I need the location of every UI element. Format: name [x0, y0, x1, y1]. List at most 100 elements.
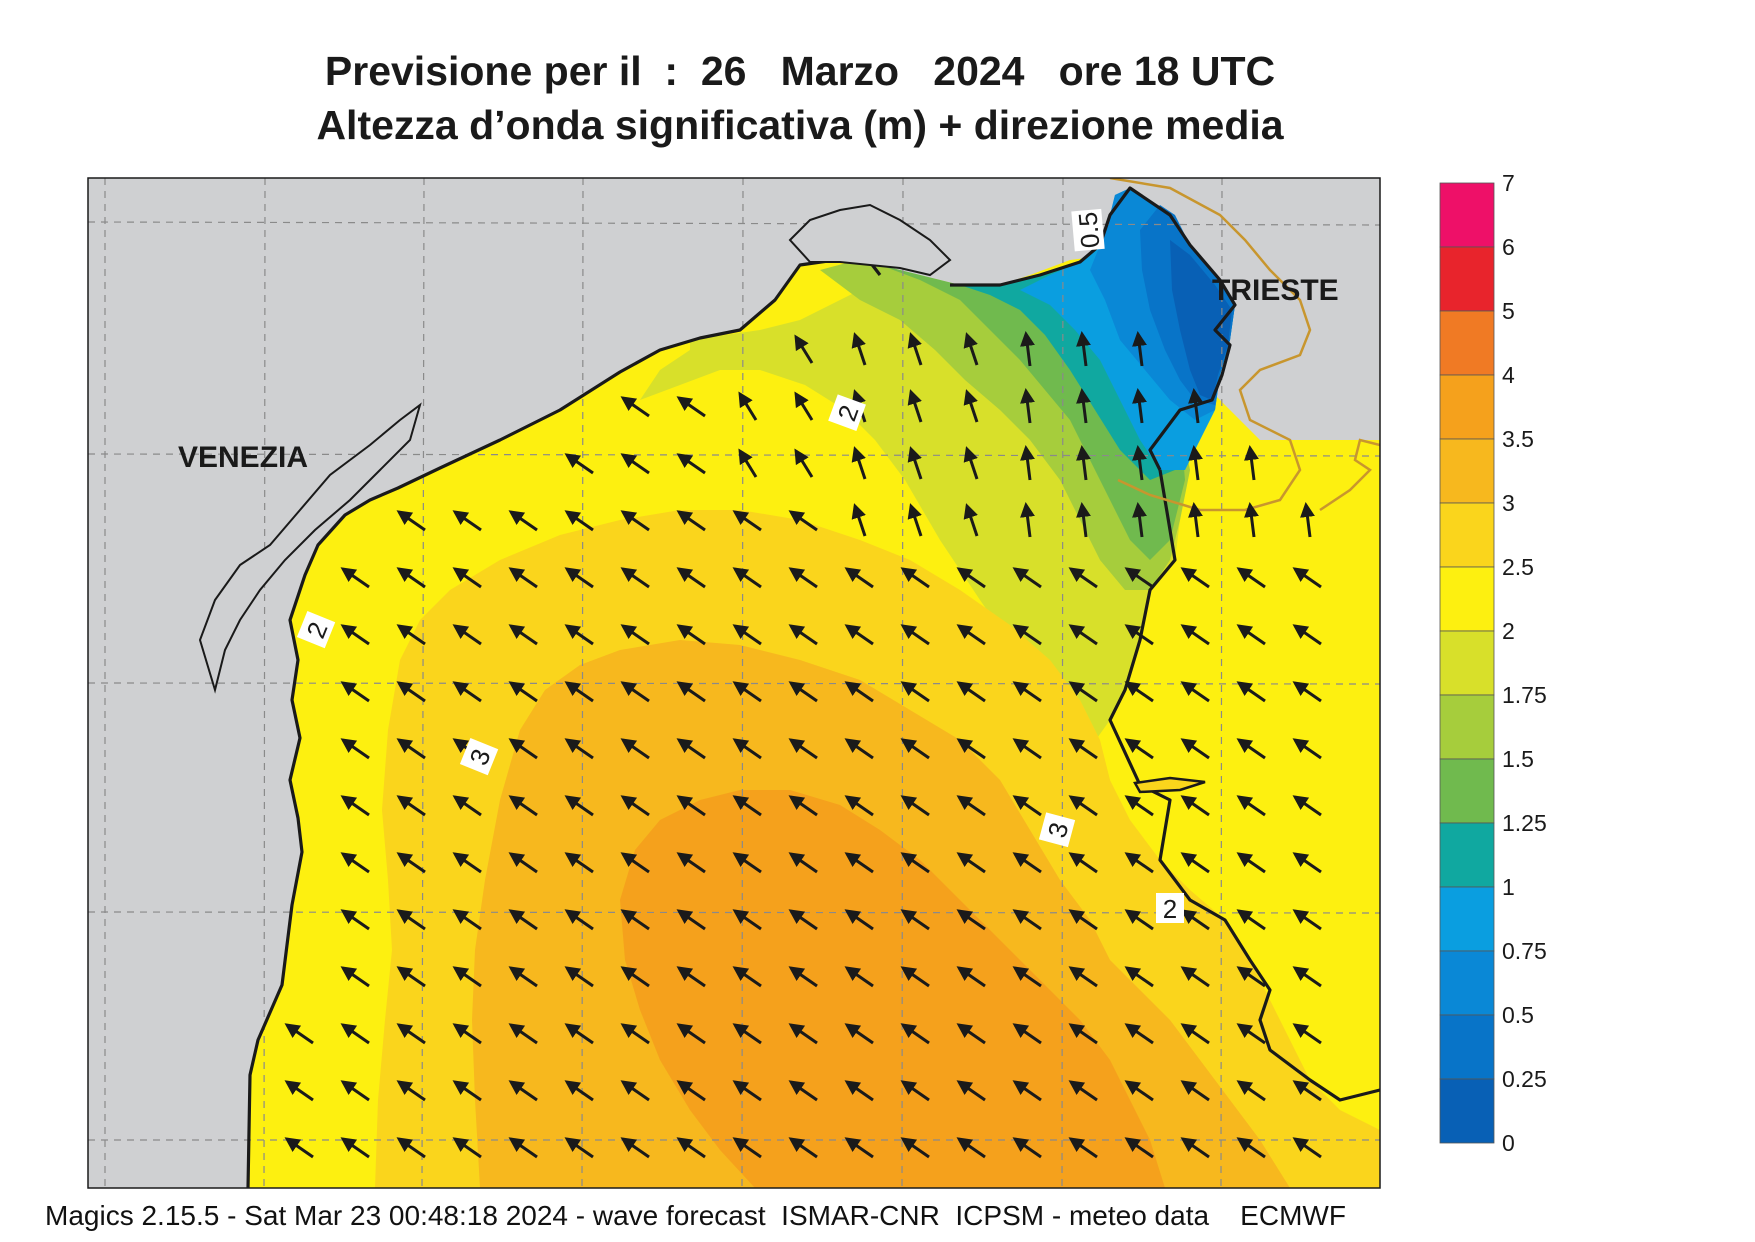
direction-arrow [788, 852, 818, 874]
direction-arrow [620, 1023, 650, 1045]
direction-arrow [620, 852, 650, 874]
direction-arrow [1124, 738, 1154, 760]
direction-arrow [1068, 966, 1098, 988]
direction-arrow [900, 1080, 930, 1102]
legend-label: 0.25 [1502, 1066, 1547, 1092]
direction-arrow [1180, 909, 1210, 931]
direction-arrow [900, 681, 930, 703]
direction-arrow [1236, 909, 1266, 931]
direction-arrow [956, 795, 986, 817]
legend-swatch [1439, 758, 1495, 824]
contour-label-group: 2 2 2 3 3 0.5 [296, 208, 1184, 924]
direction-arrow [564, 453, 594, 475]
legend-swatch [1439, 630, 1495, 696]
legend-swatch [1439, 1078, 1495, 1144]
direction-arrow [900, 624, 930, 646]
direction-arrow [1180, 1137, 1210, 1159]
direction-arrow [340, 1137, 370, 1159]
direction-arrow [1012, 738, 1042, 760]
direction-arrow [564, 738, 594, 760]
direction-arrow [963, 503, 979, 537]
direction-arrow [564, 795, 594, 817]
direction-arrow [1020, 331, 1035, 367]
country-border [1109, 178, 1380, 512]
legend-label: 2 [1502, 618, 1515, 644]
direction-arrow [452, 909, 482, 931]
contour-label: 2 [296, 611, 336, 649]
legend-label: 3.5 [1502, 426, 1534, 452]
direction-arrow [956, 738, 986, 760]
direction-arrow [340, 567, 370, 589]
direction-arrow [900, 1137, 930, 1159]
direction-arrow [1292, 852, 1322, 874]
direction-arrow [732, 510, 762, 532]
direction-arrow [676, 966, 706, 988]
svg-text:2: 2 [1163, 894, 1177, 924]
direction-arrow [1124, 681, 1154, 703]
direction-arrow [1068, 624, 1098, 646]
city-label-venezia: VENEZIA [178, 441, 308, 474]
direction-arrow [732, 966, 762, 988]
direction-arrow [564, 1137, 594, 1159]
direction-arrow [907, 389, 923, 423]
direction-arrow [452, 795, 482, 817]
direction-arrow [340, 852, 370, 874]
direction-arrow [956, 966, 986, 988]
direction-arrow [620, 909, 650, 931]
direction-arrow [1012, 681, 1042, 703]
contour-label: 2 [1156, 893, 1184, 924]
direction-arrow [732, 795, 762, 817]
direction-arrow [396, 624, 426, 646]
direction-arrow [340, 795, 370, 817]
direction-arrow [1180, 966, 1210, 988]
direction-arrow [676, 1137, 706, 1159]
legend-swatch [1439, 694, 1495, 760]
direction-arrow [284, 1023, 314, 1045]
direction-arrow [1068, 681, 1098, 703]
direction-arrow [907, 332, 923, 366]
contour-label: 0.5 [1071, 208, 1106, 252]
lagoon-islands [198, 402, 422, 694]
direction-arrow [844, 1023, 874, 1045]
direction-arrow [396, 681, 426, 703]
direction-arrow [452, 852, 482, 874]
coastline [246, 186, 1380, 1188]
direction-arrow [788, 909, 818, 931]
direction-arrow [1188, 388, 1203, 424]
direction-arrow [1300, 502, 1315, 538]
direction-arrow [1292, 966, 1322, 988]
direction-arrow [851, 503, 867, 537]
direction-arrow [1068, 738, 1098, 760]
direction-arrow [620, 795, 650, 817]
direction-arrow [508, 510, 538, 532]
direction-arrow [956, 909, 986, 931]
direction-arrow [732, 1023, 762, 1045]
direction-arrow [788, 966, 818, 988]
direction-arrow [564, 966, 594, 988]
direction-arrow [1180, 852, 1210, 874]
direction-arrow [900, 567, 930, 589]
map-subtitle: Altezza d’onda significativa (m) + direz… [316, 102, 1284, 148]
direction-arrow [564, 909, 594, 931]
direction-arrow [900, 909, 930, 931]
direction-arrow [396, 909, 426, 931]
direction-arrow [1180, 795, 1210, 817]
direction-arrow [1236, 795, 1266, 817]
direction-arrow [676, 795, 706, 817]
direction-arrow [1124, 852, 1154, 874]
direction-arrow [1012, 966, 1042, 988]
direction-arrow [844, 567, 874, 589]
legend-swatch [1439, 182, 1495, 248]
direction-arrow [956, 1023, 986, 1045]
direction-arrow [844, 738, 874, 760]
contour-label: 2 [828, 394, 866, 431]
direction-arrow [788, 681, 818, 703]
direction-arrow [1012, 1023, 1042, 1045]
direction-arrow [676, 510, 706, 532]
direction-arrow [1132, 331, 1147, 367]
direction-arrow [508, 1080, 538, 1102]
contour-label: 3 [1038, 812, 1076, 848]
direction-arrow [1020, 502, 1035, 538]
legend-label: 3 [1502, 490, 1515, 516]
direction-arrow [508, 852, 538, 874]
